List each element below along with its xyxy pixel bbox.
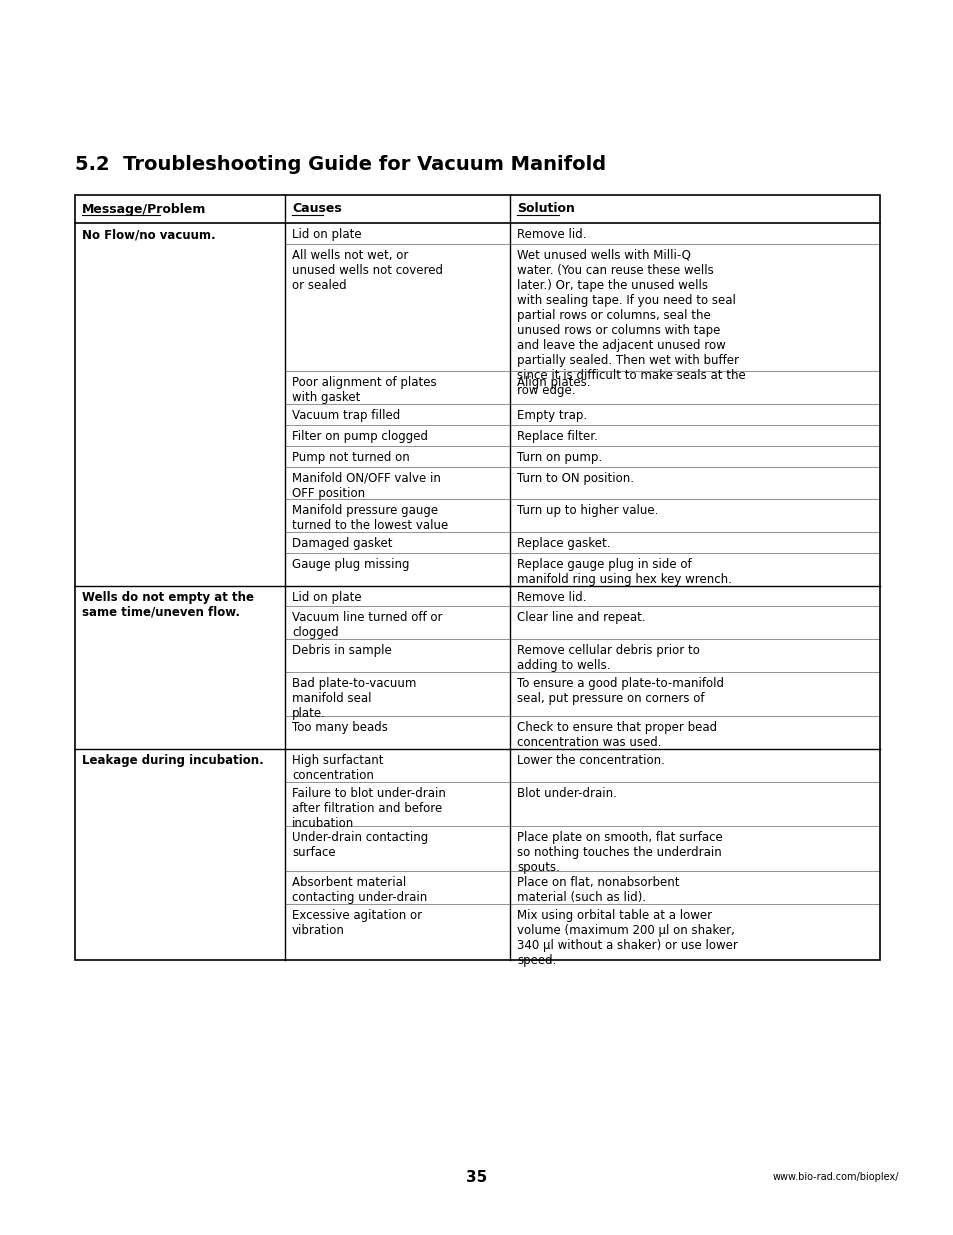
Text: Replace filter.: Replace filter. [517,430,598,442]
Text: All wells not wet, or
unused wells not covered
or sealed: All wells not wet, or unused wells not c… [292,249,442,291]
Text: Turn on pump.: Turn on pump. [517,451,601,463]
Text: Replace gauge plug in side of
manifold ring using hex key wrench.: Replace gauge plug in side of manifold r… [517,558,731,585]
Text: Absorbent material
contacting under-drain: Absorbent material contacting under-drai… [292,876,427,904]
Text: Solution: Solution [517,203,575,215]
Text: Place on flat, nonabsorbent
material (such as lid).: Place on flat, nonabsorbent material (su… [517,876,679,904]
Text: Gauge plug missing: Gauge plug missing [292,558,409,571]
Text: Lid on plate: Lid on plate [292,590,361,604]
Bar [75,195,879,960]
Text: Turn up to higher value.: Turn up to higher value. [517,504,658,517]
Text: High surfactant
concentration: High surfactant concentration [292,755,383,782]
Text: Blot under-drain.: Blot under-drain. [517,787,617,800]
Text: Wet unused wells with Milli-Q
water. (You can reuse these wells
later.) Or, tape: Wet unused wells with Milli-Q water. (Yo… [517,249,745,396]
Text: Damaged gasket: Damaged gasket [292,537,392,550]
Text: Message/Problem: Message/Problem [82,203,206,215]
Text: Clear line and repeat.: Clear line and repeat. [517,611,645,625]
Text: Replace gasket.: Replace gasket. [517,537,610,550]
Text: Bad plate-to-vacuum
manifold seal
plate.: Bad plate-to-vacuum manifold seal plate. [292,677,416,720]
Text: Vacuum trap filled: Vacuum trap filled [292,409,400,422]
Text: Debris in sample: Debris in sample [292,645,392,657]
Text: Manifold pressure gauge
turned to the lowest value: Manifold pressure gauge turned to the lo… [292,504,448,532]
Text: Poor alignment of plates
with gasket: Poor alignment of plates with gasket [292,377,436,404]
Text: Manifold ON/OFF valve in
OFF position: Manifold ON/OFF valve in OFF position [292,472,440,499]
Text: No Flow/no vacuum.: No Flow/no vacuum. [82,228,215,241]
Text: Place plate on smooth, flat surface
so nothing touches the underdrain
spouts.: Place plate on smooth, flat surface so n… [517,831,722,874]
Text: 35: 35 [466,1170,487,1184]
Text: Pump not turned on: Pump not turned on [292,451,410,463]
Text: Empty trap.: Empty trap. [517,409,586,422]
Text: Align plates.: Align plates. [517,377,590,389]
Text: Excessive agitation or
vibration: Excessive agitation or vibration [292,909,421,936]
Text: Causes: Causes [292,203,341,215]
Text: Wells do not empty at the
same time/uneven flow.: Wells do not empty at the same time/unev… [82,590,253,619]
Text: Under-drain contacting
surface: Under-drain contacting surface [292,831,428,860]
Text: Too many beads: Too many beads [292,721,388,735]
Text: Leakage during incubation.: Leakage during incubation. [82,755,263,767]
Text: Filter on pump clogged: Filter on pump clogged [292,430,428,442]
Text: Remove cellular debris prior to
adding to wells.: Remove cellular debris prior to adding t… [517,645,700,672]
Text: Mix using orbital table at a lower
volume (maximum 200 µl on shaker,
340 µl with: Mix using orbital table at a lower volum… [517,909,737,967]
Text: Remove lid.: Remove lid. [517,228,586,241]
Text: 5.2  Troubleshooting Guide for Vacuum Manifold: 5.2 Troubleshooting Guide for Vacuum Man… [75,156,605,174]
Text: Vacuum line turned off or
clogged: Vacuum line turned off or clogged [292,611,442,640]
Text: Check to ensure that proper bead
concentration was used.: Check to ensure that proper bead concent… [517,721,717,750]
Text: Failure to blot under-drain
after filtration and before
incubation: Failure to blot under-drain after filtra… [292,787,445,830]
Text: To ensure a good plate-to-manifold
seal, put pressure on corners of: To ensure a good plate-to-manifold seal,… [517,677,723,705]
Text: Turn to ON position.: Turn to ON position. [517,472,634,484]
Text: www.bio-rad.com/bioplex/: www.bio-rad.com/bioplex/ [772,1172,898,1182]
Text: Lower the concentration.: Lower the concentration. [517,755,664,767]
Text: Lid on plate: Lid on plate [292,228,361,241]
Text: Remove lid.: Remove lid. [517,590,586,604]
